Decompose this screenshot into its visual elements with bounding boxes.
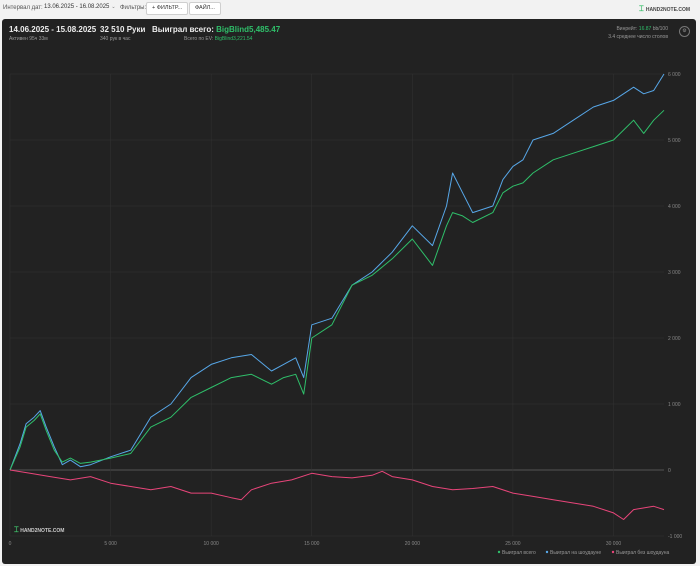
plus-icon: +	[152, 5, 157, 11]
h2n-watermark-icon: ⌶	[14, 525, 19, 534]
y-tick-label: 1 000	[668, 402, 681, 408]
winrate-suffix: bb/100	[652, 26, 668, 32]
x-tick-label: 25 000	[505, 541, 521, 547]
x-tick-label: 15 000	[304, 541, 320, 547]
hands-count: 32 510 Руки	[100, 25, 146, 34]
watermark-text: HAND2NOTE.COM	[20, 528, 65, 534]
winrate-label: Винрейт:	[616, 26, 638, 32]
series-line-1	[9, 109, 665, 471]
ev-total: Всего по EV: BigBlind3,221.54	[184, 36, 252, 42]
date-range-select[interactable]: 13.06.2025 - 16.08.2025 ⌄	[40, 2, 120, 13]
date-range-label: Интервал дат:	[3, 5, 43, 11]
y-tick-label: -1 000	[668, 534, 682, 540]
x-tick-label: 0	[9, 541, 12, 547]
chevron-down-icon: ⌄	[111, 4, 116, 10]
legend-marker	[611, 550, 615, 554]
brand-name: HAND2NOTE.COM	[645, 7, 690, 13]
file-button-label: ФАЙЛ...	[195, 5, 215, 11]
ev-total-label: Всего по EV:	[184, 36, 214, 42]
x-tick-label: 10 000	[204, 541, 220, 547]
won-total-label: Выиграл всего:	[152, 25, 214, 34]
legend-label: Выиграл на шоудауне	[550, 550, 601, 556]
watermark: ⌶ HAND2NOTE.COM	[14, 525, 64, 535]
legend-marker	[497, 550, 501, 554]
winrate: Винрейт: 16.87 bb/100	[616, 26, 668, 32]
series-line-2	[9, 469, 665, 520]
avg-tables: 3.4 среднее число столов	[608, 34, 668, 40]
period-title: 14.06.2025 - 15.08.2025	[9, 25, 97, 34]
settings-icon[interactable]: ⚙	[679, 26, 690, 37]
y-tick-label: 2 000	[668, 336, 681, 342]
graph-panel: 14.06.2025 - 15.08.2025 Активен 95ч 33м …	[2, 19, 696, 564]
winnings-chart: -1 000 0 1 000 2 000 3 000 4 000 5 000 6 000 0 5 …	[9, 72, 683, 556]
x-tick-label: 30 000	[606, 541, 622, 547]
legend-label: Выиграл без шоудауна	[616, 550, 670, 556]
h2n-logo-icon: ⌶	[639, 4, 644, 13]
won-total: Выиграл всего: BigBlind5,485.47	[152, 25, 280, 34]
ev-total-value: BigBlind3,221.54	[214, 36, 253, 42]
x-tick-label: 5 000	[104, 541, 117, 547]
hands-per-hour: 340 рук в час	[100, 36, 131, 42]
y-tick-label: 0	[668, 468, 671, 474]
y-tick-label: 6 000	[668, 72, 681, 78]
series-line-0	[9, 73, 665, 471]
y-tick-label: 4 000	[668, 204, 681, 210]
active-time: Активен 95ч 33м	[9, 36, 48, 42]
filter-button[interactable]: + ФИЛЬТР...	[146, 2, 189, 15]
date-range-value: 13.06.2025 - 16.08.2025	[44, 4, 110, 10]
brand-logo: ⌶ HAND2NOTE.COM	[639, 4, 690, 14]
y-tick-label: 3 000	[668, 270, 681, 276]
y-tick-label: 5 000	[668, 138, 681, 144]
x-tick-label: 20 000	[405, 541, 421, 547]
legend-label: Выиграл всего	[502, 550, 536, 556]
winrate-value: 16.87	[638, 26, 652, 32]
legend-marker	[545, 550, 549, 554]
file-button[interactable]: ФАЙЛ...	[189, 2, 221, 15]
won-total-value: BigBlind5,485.47	[216, 25, 281, 34]
filters-label: Фильтры:	[120, 5, 147, 11]
toolbar: Интервал дат: 13.06.2025 - 16.08.2025 ⌄ Ф…	[0, 0, 700, 16]
filter-button-label: ФИЛЬТР...	[156, 5, 183, 11]
